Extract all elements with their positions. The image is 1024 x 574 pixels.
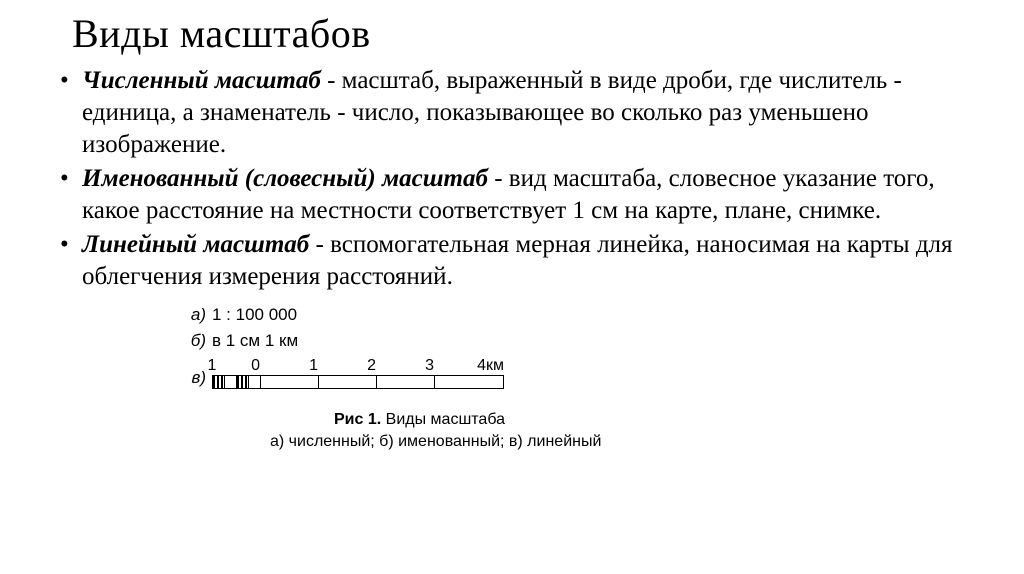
caption-main: Виды масштаба [381,411,505,428]
scale-num: 0 [218,357,260,375]
term: Именованный (словесный) масштаб [82,165,488,192]
scale-seg [319,376,377,388]
scale-seg [377,376,435,388]
figure-row-b: б) в 1 см 1 км [180,331,984,351]
list-item: Линейный масштаб - вспомогательная мерна… [60,229,984,293]
list-item: Именованный (словесный) масштаб - вид ма… [60,163,984,227]
caption-title: Рис 1. [334,411,381,428]
page-title: Виды масштабов [72,10,984,57]
scale-num: 1 [206,357,218,375]
fig-label-b: б) [180,331,206,351]
scale-bar-graphic [212,375,504,389]
scale-num: 4км [434,357,504,375]
figure-row-a: а) 1 : 100 000 [180,305,984,325]
figure-row-v: в) 1 0 1 2 3 4км [180,357,984,389]
figure-caption: Рис 1. Виды масштаба а) численный; б) им… [270,409,984,452]
scale-seg-small [237,376,249,388]
scale-seg-small [249,376,261,388]
figure: а) 1 : 100 000 б) в 1 см 1 км в) 1 0 1 2… [180,305,984,452]
definitions-list: Численный масштаб - масштаб, выраженный … [60,65,984,293]
scale-seg-small [225,376,237,388]
scale-num: 1 [260,357,318,375]
scale-num: 2 [318,357,376,375]
scale-seg [435,376,493,388]
term: Линейный масштаб [82,231,309,258]
fig-value-b: в 1 см 1 км [212,331,298,351]
list-item: Численный масштаб - масштаб, выраженный … [60,65,984,161]
scale-num: 3 [376,357,434,375]
fig-value-a: 1 : 100 000 [212,305,297,325]
scale-seg-small [213,376,225,388]
term: Численный масштаб [82,67,321,94]
fig-label-v: в) [180,368,206,388]
scale-seg [261,376,319,388]
scale-numbers: 1 0 1 2 3 4км [212,357,504,375]
fig-label-a: а) [180,305,206,325]
scale-bar: 1 0 1 2 3 4км [212,357,504,389]
caption-sub: а) численный; б) именованный; в) линейны… [270,431,984,453]
